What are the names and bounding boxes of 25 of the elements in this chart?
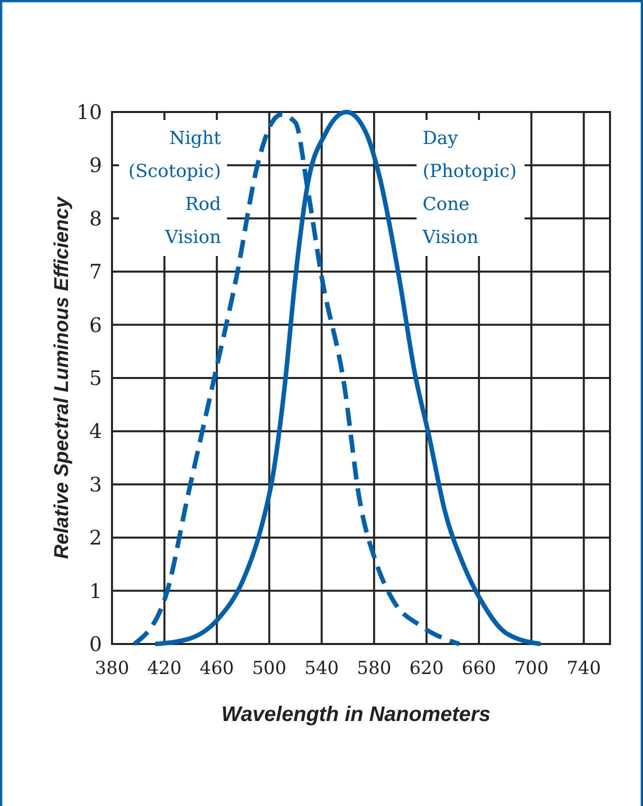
y-tick-label: 9: [89, 153, 102, 178]
x-tick-label: 500: [252, 658, 286, 679]
y-tick-label: 3: [89, 472, 102, 496]
y-tick-label: 6: [89, 312, 102, 337]
x-tick-label: 740: [566, 658, 601, 679]
y-tick-label: 10: [76, 100, 102, 124]
y-axis-title: Relative Spectral Luminous Efficiency: [51, 196, 73, 559]
y-tick-label: 4: [89, 419, 102, 444]
x-tick-label: 700: [514, 658, 549, 679]
y-tick-label: 7: [89, 260, 102, 284]
x-tick-label: 660: [462, 658, 496, 679]
y-tick-label: 8: [89, 206, 102, 230]
y-tick-label: 5: [89, 366, 102, 390]
x-tick-label: 420: [147, 658, 182, 679]
y-tick-label: 0: [89, 632, 102, 656]
x-tick-label: 620: [409, 658, 444, 679]
series-label: Night (Scotopic) Rod Vision: [128, 128, 222, 248]
y-tick-label: 2: [89, 526, 102, 550]
x-tick-label: 380: [94, 658, 130, 679]
x-tick-label: 460: [200, 658, 234, 679]
x-tick-label: 540: [304, 658, 339, 679]
x-axis-title: Wavelength in Nanometers: [221, 703, 491, 726]
series-label: Day (Photopic) Cone Vision: [422, 128, 517, 248]
y-tick-label: 1: [89, 578, 102, 603]
x-tick-label: 580: [356, 658, 392, 679]
